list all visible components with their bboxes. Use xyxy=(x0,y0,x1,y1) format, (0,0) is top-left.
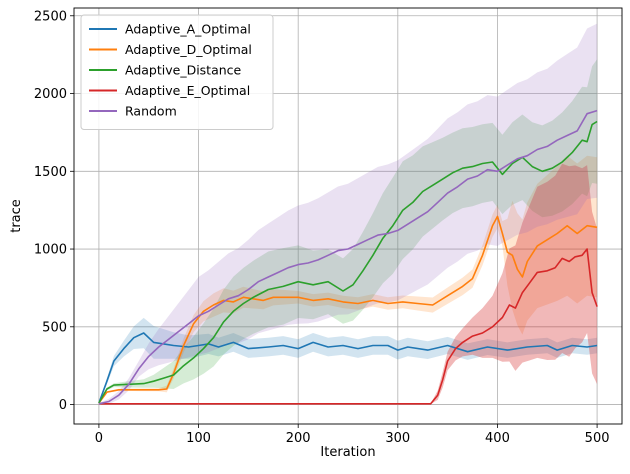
x-tick-label: 100 xyxy=(186,431,211,446)
legend-label-random: Random xyxy=(125,104,177,119)
x-tick-label: 300 xyxy=(385,431,410,446)
confidence-bands xyxy=(98,23,598,405)
x-axis-label: Iteration xyxy=(320,445,375,460)
x-tick-label: 200 xyxy=(286,431,311,446)
y-axis-ticks: 0 500 1000 1500 2000 2500 xyxy=(34,9,74,413)
band-adaptive-e-optimal xyxy=(98,163,598,405)
band-random xyxy=(98,23,598,405)
series-line-adaptive-a-optimal xyxy=(98,332,598,404)
x-axis-ticks: 0 100 200 300 400 500 xyxy=(95,424,610,446)
x-tick-label: 500 xyxy=(585,431,610,446)
series-line-random xyxy=(98,109,598,405)
y-tick-label: 1500 xyxy=(34,165,67,180)
legend-label-adaptive-a-optimal: Adaptive_A_Optimal xyxy=(125,22,251,37)
legend-label-adaptive-distance: Adaptive_Distance xyxy=(125,63,242,78)
band-adaptive-d-optimal xyxy=(98,155,598,404)
legend-label-adaptive-d-optimal: Adaptive_D_Optimal xyxy=(125,42,252,57)
plot-frame xyxy=(73,7,623,425)
legend-box xyxy=(80,14,274,130)
legend: Adaptive_A_Optimal Adaptive_D_Optimal Adap… xyxy=(80,14,274,130)
y-axis-label: trace xyxy=(9,199,24,233)
y-tick-label: 500 xyxy=(42,320,67,335)
series-lines xyxy=(98,109,598,405)
band-adaptive-distance xyxy=(98,59,598,404)
legend-label-adaptive-e-optimal: Adaptive_E_Optimal xyxy=(125,83,250,98)
band-adaptive-a-optimal xyxy=(98,317,598,404)
series-line-adaptive-d-optimal xyxy=(98,215,598,404)
x-tick-label: 400 xyxy=(485,431,510,446)
series-line-adaptive-distance xyxy=(98,120,598,404)
y-tick-label: 0 xyxy=(59,398,67,413)
series-line-adaptive-e-optimal xyxy=(98,248,598,405)
x-tick-label: 0 xyxy=(95,431,103,446)
y-tick-label: 2500 xyxy=(34,9,67,24)
y-tick-label: 1000 xyxy=(34,243,67,258)
y-tick-label: 2000 xyxy=(34,87,67,102)
